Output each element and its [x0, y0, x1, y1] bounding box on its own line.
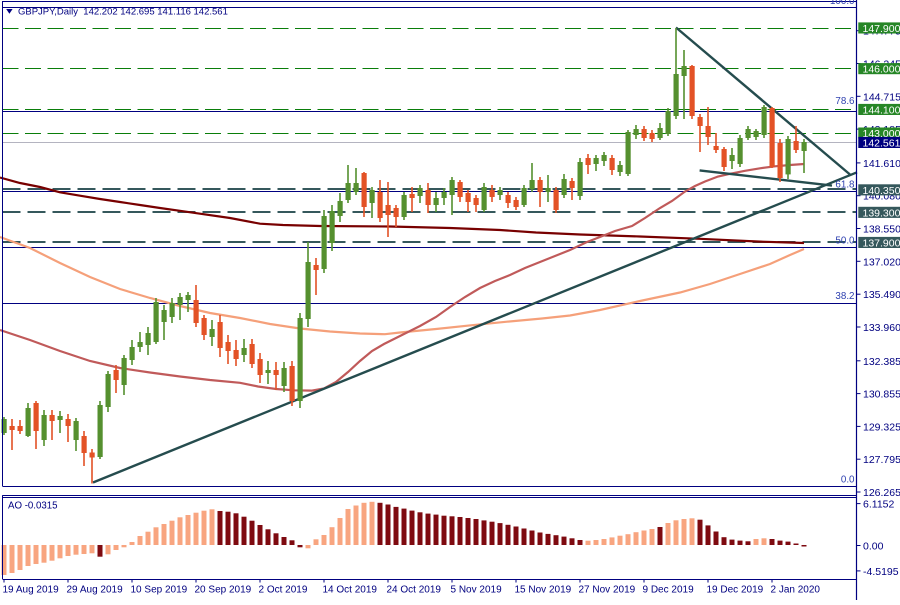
- svg-text:140.350: 140.350: [863, 185, 900, 197]
- svg-text:27 Nov 2019: 27 Nov 2019: [579, 585, 636, 596]
- svg-text:15 Nov 2019: 15 Nov 2019: [515, 585, 572, 596]
- svg-text:61.8: 61.8: [835, 179, 855, 190]
- svg-text:10 Sep 2019: 10 Sep 2019: [131, 585, 188, 596]
- svg-text:126.265: 126.265: [863, 487, 900, 499]
- svg-text:GBPJPY,Daily 142.202 142.695: GBPJPY,Daily 142.202 142.695 141.116 142…: [18, 7, 228, 18]
- svg-text:147.900: 147.900: [863, 23, 900, 35]
- svg-text:AO -0.0315: AO -0.0315: [8, 500, 58, 511]
- svg-text:24 Oct 2019: 24 Oct 2019: [387, 585, 442, 596]
- svg-text:133.960: 133.960: [863, 322, 900, 334]
- svg-text:144.100: 144.100: [863, 105, 900, 117]
- svg-text:38.2: 38.2: [835, 291, 854, 302]
- svg-text:0.00: 0.00: [863, 541, 884, 553]
- svg-text:20 Sep 2019: 20 Sep 2019: [195, 585, 252, 596]
- svg-text:127.795: 127.795: [863, 454, 900, 466]
- svg-text:5 Nov 2019: 5 Nov 2019: [451, 585, 503, 596]
- svg-text:0.0: 0.0: [841, 474, 855, 485]
- svg-text:9 Dec 2019: 9 Dec 2019: [643, 585, 695, 596]
- svg-text:144.715: 144.715: [863, 91, 900, 103]
- svg-text:29 Aug 2019: 29 Aug 2019: [67, 585, 124, 596]
- svg-text:130.855: 130.855: [863, 389, 900, 401]
- svg-text:2 Oct 2019: 2 Oct 2019: [259, 585, 308, 596]
- svg-text:78.6: 78.6: [835, 96, 855, 107]
- svg-text:50.0: 50.0: [835, 235, 855, 246]
- svg-text:142.561: 142.561: [863, 138, 900, 150]
- svg-text:-4.5195: -4.5195: [863, 566, 899, 578]
- svg-text:6.1152: 6.1152: [863, 499, 894, 511]
- svg-text:14 Oct 2019: 14 Oct 2019: [323, 585, 378, 596]
- svg-text:129.325: 129.325: [863, 421, 900, 433]
- svg-text:139.300: 139.300: [863, 207, 900, 219]
- svg-text:19 Aug 2019: 19 Aug 2019: [3, 585, 60, 596]
- svg-text:2 Jan 2020: 2 Jan 2020: [771, 585, 821, 596]
- svg-text:100.0: 100.0: [830, 0, 855, 7]
- svg-text:141.610: 141.610: [863, 158, 900, 170]
- svg-text:137.900: 137.900: [863, 238, 900, 250]
- svg-text:137.020: 137.020: [863, 256, 900, 268]
- svg-text:19 Dec 2019: 19 Dec 2019: [707, 585, 764, 596]
- svg-text:135.490: 135.490: [863, 289, 900, 301]
- svg-text:132.385: 132.385: [863, 356, 900, 368]
- svg-text:146.000: 146.000: [863, 64, 900, 76]
- svg-text:138.550: 138.550: [863, 224, 900, 236]
